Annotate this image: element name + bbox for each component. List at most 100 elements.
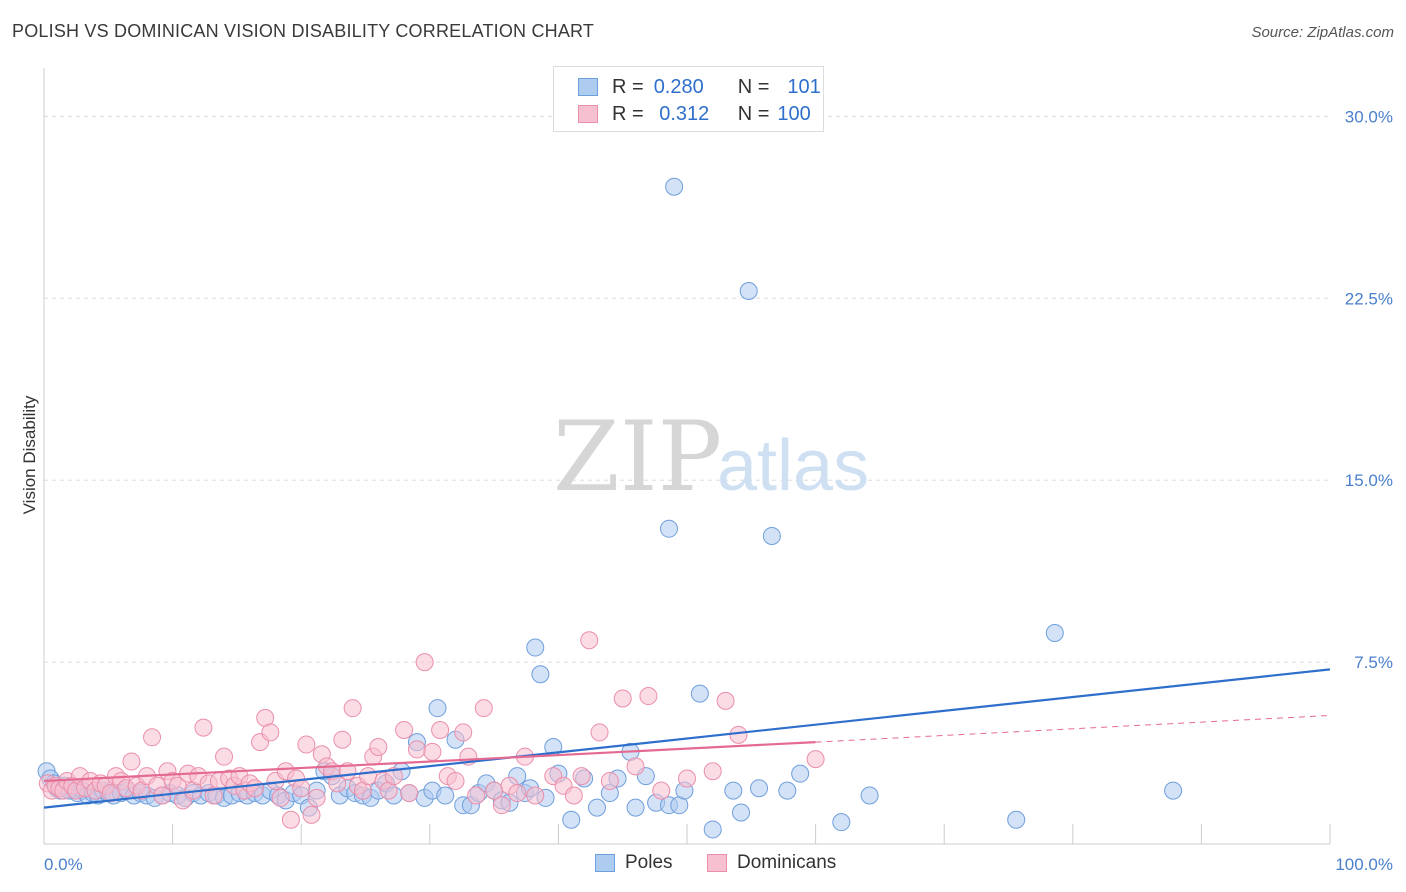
- poles-point: [436, 786, 455, 805]
- dominicans-point: [431, 721, 450, 740]
- watermark: ZIP atlas: [553, 401, 869, 513]
- dominicans-point: [446, 771, 465, 790]
- dominicans-point: [407, 740, 426, 759]
- dominicans-point: [302, 805, 321, 824]
- dominicans-point: [423, 742, 442, 761]
- dominicans-swatch-icon: [578, 105, 598, 123]
- legend-n-label: N =: [737, 75, 770, 98]
- poles-swatch-icon: [595, 854, 615, 872]
- bottom-legend-poles-label: Poles: [625, 852, 673, 873]
- dominicans-point: [467, 786, 486, 805]
- dominicans-point: [333, 730, 352, 749]
- dominicans-point: [652, 781, 671, 800]
- watermark-atlas: atlas: [717, 426, 869, 506]
- poles-point: [762, 526, 781, 545]
- dominicans-point: [261, 723, 280, 742]
- poles-point: [860, 786, 879, 805]
- trend-lines: [43, 668, 1331, 809]
- axes: [43, 68, 1331, 845]
- poles-point: [791, 764, 810, 783]
- legend: R = 0.280 N = 101 R = 0.312 N = 100: [553, 66, 824, 132]
- poles-point: [531, 665, 550, 684]
- poles-point: [703, 820, 722, 839]
- dominicans-point: [415, 653, 434, 672]
- dominicans-point: [215, 747, 234, 766]
- dominicans-swatch-icon: [707, 854, 727, 872]
- legend-row-dominicans: R = 0.312 N = 100: [578, 102, 811, 126]
- poles-point: [526, 638, 545, 657]
- dominicans-point: [526, 786, 545, 805]
- y-axis-label: Vision Disability: [20, 395, 39, 514]
- bottom-legend-poles: Poles: [595, 852, 673, 874]
- dominicans-point: [600, 771, 619, 790]
- tick-labels: 7.5% 15.0% 22.5% 30.0% 0.0% 100.0%: [44, 107, 1393, 874]
- dominicans-point: [292, 779, 311, 798]
- dominicans-point: [122, 752, 141, 771]
- grid-lines: [44, 115, 1330, 663]
- dominicans-point: [678, 769, 696, 788]
- dominicans-trend-line: [43, 741, 816, 783]
- dominicans-point: [474, 699, 493, 718]
- dominicans-point: [194, 718, 213, 737]
- dominicans-point: [281, 810, 300, 829]
- legend-n-label: N =: [737, 102, 770, 125]
- y-tick-label: 30.0%: [1345, 107, 1393, 126]
- poles-point: [732, 803, 751, 822]
- chart-title: POLISH VS DOMINICAN VISION DISABILITY CO…: [12, 21, 595, 41]
- poles-trend-line: [43, 668, 1331, 809]
- poles-point: [665, 177, 684, 196]
- dominicans-point: [716, 691, 735, 710]
- poles-point: [659, 519, 678, 538]
- dominicans-point: [328, 774, 347, 793]
- dominicans-point: [613, 689, 632, 708]
- legend-row-poles: R = 0.280 N = 101: [578, 75, 821, 99]
- bottom-legend-dominicans: Dominicans: [707, 852, 836, 874]
- dominicans-point: [703, 762, 722, 781]
- dominicans-point: [271, 788, 290, 807]
- poles-point: [1007, 810, 1026, 829]
- dominicans-trend-extension: [815, 714, 1331, 743]
- legend-r-label: R =: [612, 75, 644, 98]
- dominicans-point: [572, 767, 591, 786]
- dominicans-point: [564, 786, 583, 805]
- poles-point: [778, 781, 797, 800]
- dominicans-point: [806, 750, 825, 769]
- y-tick-label: 15.0%: [1345, 471, 1393, 490]
- dominicans-point: [590, 723, 609, 742]
- source-label: Source: ZipAtlas.com: [1251, 24, 1394, 41]
- dominicans-point: [245, 779, 264, 798]
- legend-r-label: R =: [612, 102, 644, 125]
- dominicans-point: [639, 687, 658, 706]
- dominicans-point: [143, 728, 162, 747]
- dominicans-point: [369, 737, 388, 756]
- poles-point: [562, 810, 581, 829]
- dominicans-point: [343, 699, 362, 718]
- poles-point: [1164, 781, 1183, 800]
- poles-point: [1045, 623, 1064, 642]
- poles-point: [587, 798, 606, 817]
- poles-point: [626, 798, 645, 817]
- dominicans-point: [400, 784, 419, 803]
- legend-n-value: 101: [787, 75, 821, 98]
- y-tick-label: 22.5%: [1345, 289, 1393, 308]
- poles-point: [739, 282, 758, 301]
- poles-point: [750, 779, 769, 798]
- poles-swatch-icon: [578, 78, 598, 96]
- dominicans-point: [297, 735, 316, 754]
- dominicans-point: [580, 631, 599, 650]
- dominicans-point: [395, 721, 414, 740]
- x-tick-label: 100.0%: [1335, 855, 1393, 874]
- legend-r-value: 0.280: [653, 75, 704, 98]
- y-tick-label: 7.5%: [1354, 653, 1393, 672]
- dominicans-point: [508, 784, 527, 803]
- dominicans-point: [626, 757, 645, 776]
- poles-point: [724, 781, 743, 800]
- poles-point: [428, 699, 447, 718]
- bottom-legend-dominicans-label: Dominicans: [737, 852, 837, 873]
- dominicans-point: [492, 796, 511, 815]
- watermark-zip: ZIP: [553, 401, 722, 513]
- dominicans-point: [384, 767, 403, 786]
- dominicans-point: [359, 767, 378, 786]
- poles-point: [690, 684, 709, 703]
